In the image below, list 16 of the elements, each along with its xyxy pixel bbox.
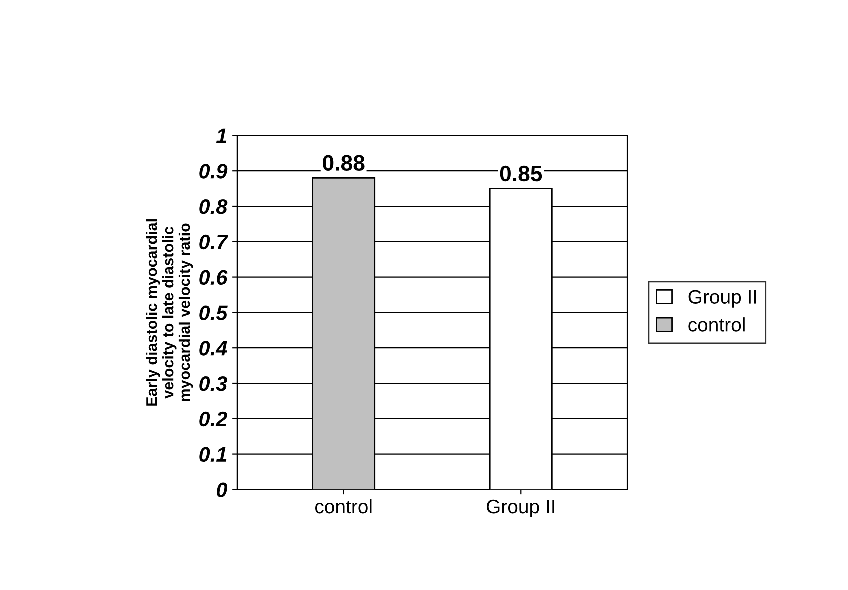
y-tick-label: 0.6 bbox=[200, 270, 228, 286]
y-tick-label: 0.4 bbox=[200, 341, 228, 356]
y-tick-label: 0 bbox=[217, 482, 228, 498]
data-label: 0.88 bbox=[323, 155, 365, 172]
y-tick-label: 0.7 bbox=[200, 234, 229, 250]
data-label: 0.85 bbox=[500, 166, 542, 182]
y-tick-label: 0.1 bbox=[200, 447, 227, 462]
y-tick-label: 0.9 bbox=[200, 164, 228, 179]
y-axis-title: Early diastolic myocardial velocity to late diastolic myocardial velocity ratio bbox=[146, 220, 194, 406]
legend-label: Group II bbox=[688, 290, 756, 308]
y-tick-label: 1 bbox=[216, 128, 227, 144]
y-tick-label: 0.3 bbox=[200, 376, 228, 392]
y-tick-label: 0.5 bbox=[200, 306, 228, 320]
y-tick-label: 0.2 bbox=[200, 412, 228, 427]
legend-label: control bbox=[688, 318, 745, 332]
y-tick-label: 0.8 bbox=[200, 200, 228, 214]
